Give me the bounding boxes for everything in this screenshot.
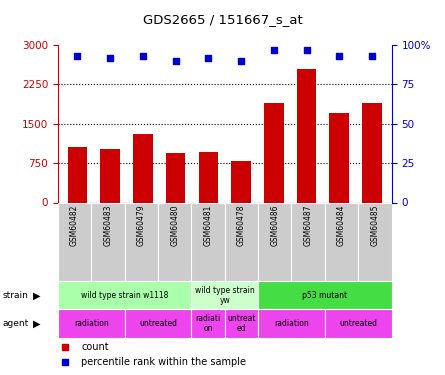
- Bar: [191, 281, 258, 309]
- Text: GSM60486: GSM60486: [270, 205, 279, 246]
- Bar: [91, 202, 125, 281]
- Text: p53 mutant: p53 mutant: [302, 291, 348, 300]
- Text: percentile rank within the sample: percentile rank within the sample: [81, 357, 246, 367]
- Bar: [291, 202, 325, 281]
- Bar: [166, 153, 186, 203]
- Bar: [198, 152, 218, 202]
- Bar: [133, 134, 153, 202]
- Bar: [231, 160, 251, 202]
- Text: count: count: [81, 342, 109, 352]
- Text: radiation: radiation: [274, 319, 309, 328]
- Text: ▶: ▶: [33, 318, 41, 328]
- Text: GSM60482: GSM60482: [70, 205, 79, 246]
- Bar: [258, 281, 392, 309]
- Text: strain: strain: [2, 291, 28, 300]
- Text: GSM60480: GSM60480: [170, 205, 179, 246]
- Text: GSM60483: GSM60483: [103, 205, 113, 246]
- Text: agent: agent: [2, 319, 28, 328]
- Point: [336, 53, 343, 59]
- Text: radiati
on: radiati on: [195, 314, 221, 333]
- Text: GSM60487: GSM60487: [303, 205, 313, 246]
- Text: untreated: untreated: [139, 319, 177, 328]
- Text: GDS2665 / 151667_s_at: GDS2665 / 151667_s_at: [143, 13, 302, 26]
- Bar: [358, 202, 392, 281]
- Bar: [125, 309, 191, 338]
- Bar: [58, 281, 191, 309]
- Text: untreated: untreated: [339, 319, 377, 328]
- Point: [205, 55, 212, 61]
- Point: [238, 58, 245, 64]
- Bar: [125, 202, 158, 281]
- Bar: [68, 147, 87, 202]
- Text: GSM60481: GSM60481: [203, 205, 213, 246]
- Text: wild type strain w1118: wild type strain w1118: [81, 291, 168, 300]
- Text: GSM60484: GSM60484: [337, 205, 346, 246]
- Bar: [58, 309, 125, 338]
- Text: ▶: ▶: [33, 290, 41, 300]
- Bar: [325, 309, 392, 338]
- Point: [172, 58, 179, 64]
- Bar: [297, 69, 316, 203]
- Text: wild type strain
yw: wild type strain yw: [195, 286, 255, 305]
- Bar: [264, 103, 283, 202]
- Point: [368, 53, 376, 59]
- Bar: [58, 202, 91, 281]
- Bar: [101, 149, 120, 202]
- Point: [61, 344, 68, 350]
- Text: untreat
ed: untreat ed: [227, 314, 256, 333]
- Point: [107, 55, 114, 61]
- Bar: [325, 202, 358, 281]
- Bar: [225, 309, 258, 338]
- Point: [303, 47, 310, 53]
- Bar: [158, 202, 191, 281]
- Point: [74, 53, 81, 59]
- Point: [61, 359, 68, 365]
- Point: [270, 47, 277, 53]
- Bar: [225, 202, 258, 281]
- Text: radiation: radiation: [74, 319, 109, 328]
- Bar: [191, 309, 225, 338]
- Text: GSM60479: GSM60479: [137, 205, 146, 246]
- Bar: [258, 309, 325, 338]
- Bar: [362, 103, 382, 202]
- Text: GSM60478: GSM60478: [237, 205, 246, 246]
- Bar: [258, 202, 291, 281]
- Bar: [329, 113, 349, 202]
- Point: [139, 53, 146, 59]
- Bar: [191, 202, 225, 281]
- Text: GSM60485: GSM60485: [370, 205, 380, 246]
